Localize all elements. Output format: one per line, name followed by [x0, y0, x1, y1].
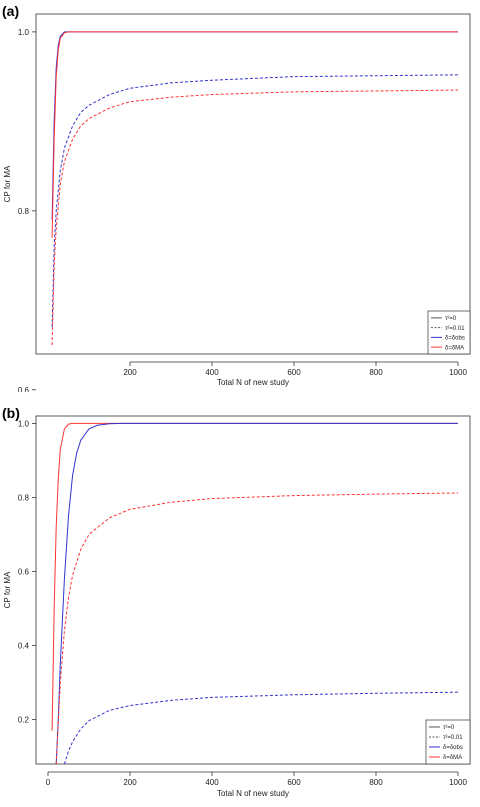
x-tick-label: 200 [123, 368, 137, 377]
x-tick-label: 800 [369, 368, 383, 377]
chart-a: 0.2 0.4 0.6 0.8 1.0 200 400 600 800 1000 Total N o… [3, 13, 471, 753]
y-tick-label: 0.2 [18, 716, 30, 725]
series-line [51, 422, 458, 731]
chart-b: 0.2 0.4 0.6 0.8 1.0 0 200 400 600 800 1000 Total N … [3, 415, 471, 798]
y-tick-label: 0.8 [18, 207, 30, 216]
legend-label: τ²=0.01 [443, 735, 463, 741]
x-axis-label: Total N of new study [217, 789, 289, 798]
x-tick-label: 600 [287, 778, 301, 787]
legend-label: δ=δMA [445, 345, 464, 351]
x-tick-label: 600 [287, 368, 301, 377]
x-axis-label: Total N of new study [217, 378, 289, 387]
legend-label: τ²=0 [445, 316, 457, 322]
series-line [55, 422, 458, 764]
y-axis-label: CP for MA [3, 571, 12, 608]
x-tick-label: 400 [205, 778, 219, 787]
chart-panel-a: (a) 0.2 0.4 0.6 0.8 1.0 200 400 600 800 1000 Total… [0, 0, 480, 753]
legend-label: δ=δobs [445, 336, 465, 342]
x-tick-label: 0 [46, 778, 51, 787]
y-tick-label: 0.8 [18, 493, 30, 502]
legend-label: δ=δMA [443, 755, 462, 761]
legend: τ²=0 τ²=0.01 δ=δobs δ=δMA [425, 719, 471, 765]
y-axis-label: CP for MA [3, 165, 12, 202]
x-tick-label: 800 [369, 778, 383, 787]
y-tick-label: 0.4 [18, 642, 30, 651]
plot-frame [35, 13, 471, 355]
y-tick-label: 0.6 [18, 386, 30, 392]
series-line [51, 31, 458, 238]
legend: τ²=0 τ²=0.01 δ=δobs δ=δMA [427, 310, 471, 355]
x-tick-label: 1000 [449, 778, 467, 787]
panel-label: (a) [2, 3, 20, 19]
chart-panel-b: (b) 0.2 0.4 0.6 0.8 1.0 0 200 400 600 800 1000 Tota… [0, 402, 480, 802]
y-tick-label: 1.0 [18, 419, 30, 428]
x-tick-label: 200 [123, 778, 137, 787]
series-line [51, 74, 459, 328]
x-tick-label: 400 [205, 368, 219, 377]
legend-label: τ²=0.01 [445, 326, 465, 332]
legend-label: δ=δobs [443, 745, 463, 751]
y-tick-label: 0.6 [18, 567, 30, 576]
plot-frame [35, 415, 471, 765]
series-line [51, 89, 459, 346]
series-line [51, 31, 458, 220]
series-line [63, 691, 459, 764]
legend-label: τ²=0 [443, 725, 455, 731]
panel-label: (b) [2, 405, 20, 421]
x-tick-label: 1000 [449, 368, 467, 377]
series-line [55, 492, 459, 764]
y-tick-label: 1.0 [18, 28, 30, 37]
